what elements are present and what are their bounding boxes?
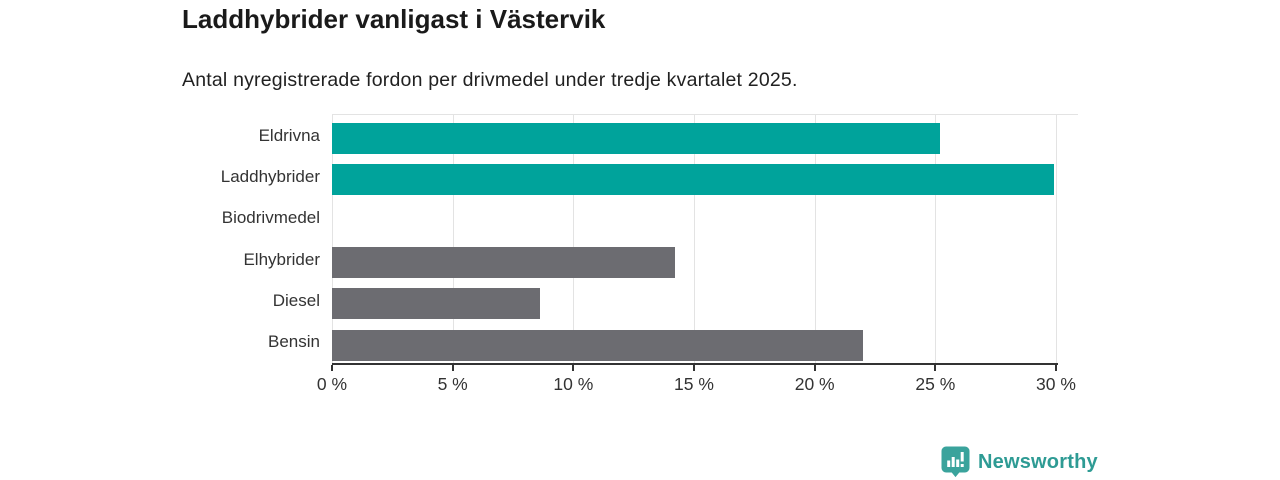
bar-eldrivna: [332, 123, 941, 154]
x-tick-label: 10 %: [553, 374, 594, 394]
category-label-eldrivna: Eldrivna: [258, 125, 320, 145]
gridline: [694, 115, 695, 363]
bar-diesel: [332, 288, 540, 320]
newsworthy-logo-text: Newsworthy: [978, 450, 1098, 473]
category-label-elhybrider: Elhybrider: [243, 249, 320, 269]
category-label-diesel: Diesel: [272, 290, 320, 310]
bar-bensin: [332, 329, 863, 361]
category-label-laddhybrider: Laddhybrider: [220, 166, 320, 186]
x-tick-label: 25 %: [915, 374, 956, 394]
bar-elhybrider: [332, 247, 675, 278]
x-axis-line: [332, 363, 1058, 365]
x-axis-tick: [1055, 365, 1057, 371]
bar-laddhybrider: [332, 164, 1054, 196]
gridline: [332, 115, 333, 363]
x-tick-label: 15 %: [674, 374, 714, 394]
gridline: [452, 115, 454, 363]
plot-area: [332, 115, 1057, 363]
x-tick-label: 20 %: [794, 374, 835, 394]
chart-subtitle: Antal nyregistrerade fordon per drivmede…: [182, 69, 798, 91]
x-tick-label: 5 %: [437, 374, 468, 394]
x-axis-tick: [813, 365, 816, 371]
y-axis-labels: Eldrivna Laddhybrider Biodrivmedel Elhybrid…: [0, 115, 320, 363]
x-tick-label: 30 %: [1036, 374, 1076, 394]
plot-top-border: [332, 114, 1078, 115]
x-axis-tick: [934, 365, 937, 371]
x-axis-tick: [572, 365, 575, 371]
gridline: [573, 115, 575, 363]
gridline: [935, 115, 937, 363]
gridline: [1056, 115, 1057, 363]
chart-title: Laddhybrider vanligast i Västervik: [182, 4, 606, 34]
newsworthy-icon: [941, 446, 970, 478]
x-axis-tick: [451, 365, 454, 371]
x-axis-tick: [331, 365, 333, 371]
gridline: [814, 115, 816, 363]
x-axis-tick: [693, 365, 695, 371]
x-tick-label: 0 %: [316, 374, 348, 394]
category-label-biodrivmedel: Biodrivmedel: [221, 208, 320, 228]
category-label-bensin: Bensin: [268, 332, 320, 352]
newsworthy-logo[interactable]: Newsworthy: [941, 446, 1098, 478]
